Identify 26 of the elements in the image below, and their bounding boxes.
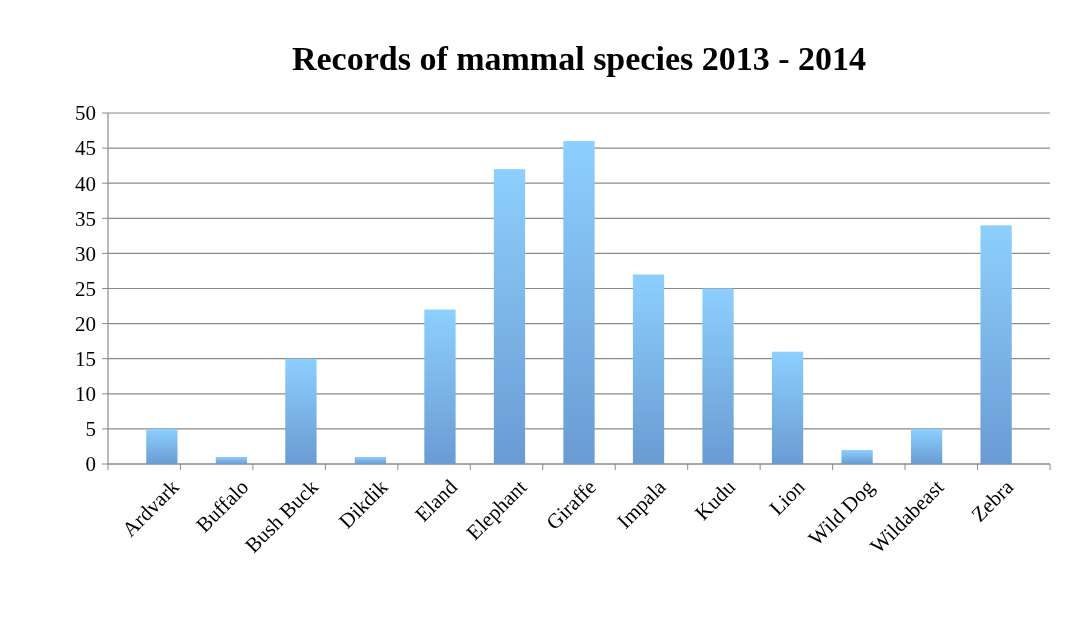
y-tick-label: 30 xyxy=(75,241,96,266)
bar xyxy=(910,428,943,464)
y-tick-label: 20 xyxy=(75,311,96,336)
y-tick-label: 35 xyxy=(75,206,96,231)
y-tick-label: 15 xyxy=(75,347,96,372)
y-tick-label: 45 xyxy=(75,136,96,161)
bar xyxy=(215,456,248,464)
bar xyxy=(493,169,526,464)
bar xyxy=(980,225,1012,464)
y-tick-label: 0 xyxy=(85,452,96,477)
bar xyxy=(146,428,178,464)
y-tick-label: 25 xyxy=(75,276,96,301)
y-tick-label: 40 xyxy=(75,171,96,196)
chart-title: Records of mammal species 2013 - 2014 xyxy=(291,40,867,77)
y-tick-label: 50 xyxy=(75,101,96,126)
bar xyxy=(702,288,734,464)
bar xyxy=(563,141,595,464)
y-tick-label: 10 xyxy=(75,382,96,407)
x-tick-label: Lion xyxy=(764,474,810,520)
bar xyxy=(424,309,456,464)
bar xyxy=(841,449,873,464)
bar xyxy=(354,456,387,464)
bar xyxy=(632,274,665,464)
bar xyxy=(771,351,804,464)
bar xyxy=(285,358,317,464)
y-tick-label: 5 xyxy=(85,417,96,442)
